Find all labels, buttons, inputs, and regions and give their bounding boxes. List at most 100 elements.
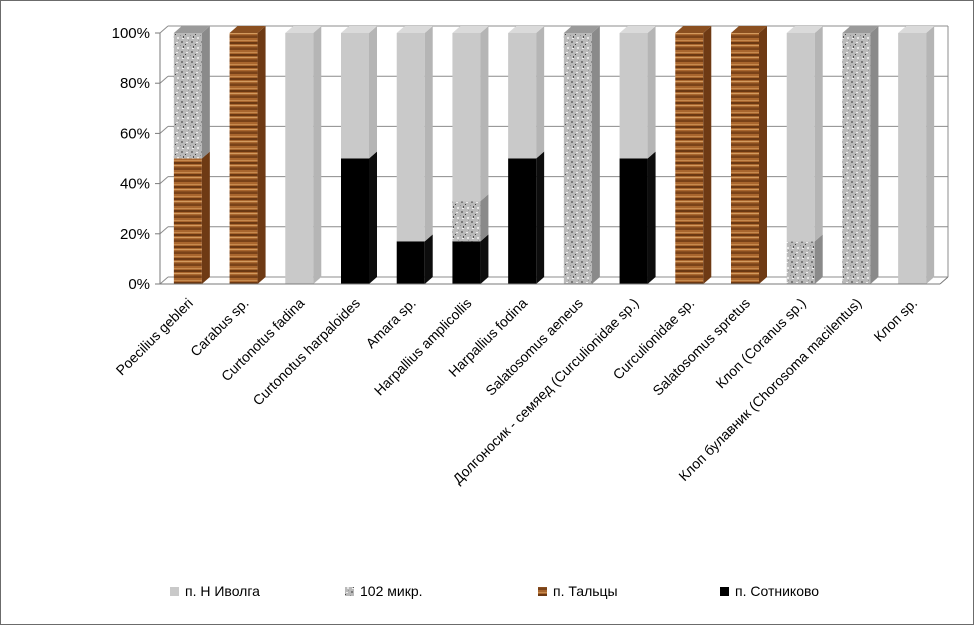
bar-side <box>926 26 935 284</box>
bar-face <box>786 241 815 284</box>
legend-label: п. Сотниково <box>735 583 819 599</box>
bar-segment-п-сотниково <box>396 234 433 284</box>
gridline-diag <box>159 176 169 184</box>
bar-face <box>341 158 369 284</box>
bar-side <box>814 234 823 284</box>
bar-top <box>396 26 433 33</box>
bar-segment-п-н-иволга <box>396 26 433 242</box>
x-tick-label: Poecilius gebleri <box>113 295 196 378</box>
bar-segment-102-микр <box>173 26 210 159</box>
bar-segment-п-н-иволга <box>452 26 489 202</box>
x-tick-label: Salatosomus aeneus <box>482 295 586 399</box>
bar-segment-п-сотниково <box>452 234 489 284</box>
bar-side <box>201 151 210 284</box>
x-tick-label: Amara sp. <box>362 295 418 351</box>
bar-face <box>452 201 481 242</box>
bar-side <box>759 26 767 284</box>
gridline-diag <box>159 25 169 34</box>
legend-swatch <box>720 587 729 596</box>
bar-side <box>814 26 823 242</box>
bar-side <box>424 26 433 242</box>
bar-face <box>786 33 815 242</box>
bar-side <box>536 26 545 159</box>
bar-side <box>536 151 545 284</box>
bar-face <box>452 241 481 284</box>
bar-face <box>675 33 704 284</box>
bar-segment-п-сотниково <box>341 151 377 284</box>
bar-segment-п-н-иволга <box>786 26 823 242</box>
y-tick-label: 0% <box>128 276 150 293</box>
legend-swatch <box>345 587 354 596</box>
bar-face <box>563 33 592 284</box>
x-tick-label: Клоп sp. <box>870 295 920 345</box>
bar-top <box>786 26 823 33</box>
bar-top <box>508 26 545 33</box>
gridline-diag <box>159 75 169 84</box>
bar-face <box>452 33 481 202</box>
bar-top <box>842 26 879 33</box>
bar-top <box>229 26 266 33</box>
legend-item-п-сотниково: п. Сотниково <box>720 583 819 599</box>
bar-segment-п-сотниково <box>619 151 656 284</box>
legend-item-102-микр: 102 микр. <box>345 583 423 599</box>
bar-segment-п-н-иволга <box>508 26 545 159</box>
x-tick-label: Salatosomus spretus <box>649 295 753 399</box>
bar-face <box>619 33 648 159</box>
bar-face <box>285 33 314 284</box>
bar-face <box>229 33 258 284</box>
legend-swatch <box>170 587 179 596</box>
bar-top <box>173 26 210 33</box>
bar-face <box>396 241 425 284</box>
bar-side <box>870 26 879 284</box>
bar-top <box>563 26 600 33</box>
gridline-diag <box>159 226 169 235</box>
bar-segment-102-микр <box>452 194 489 242</box>
bar-top <box>731 26 767 33</box>
legend-swatch <box>538 587 547 596</box>
bar-segment-п-н-иволга <box>341 26 377 159</box>
y-tick-label: 80% <box>120 75 150 92</box>
bar-side <box>480 26 489 202</box>
y-tick-label: 100% <box>112 25 150 42</box>
legend-item-п-н-иволга: п. Н Иволга <box>170 583 260 599</box>
bar-face <box>842 33 871 284</box>
bar-side <box>703 26 712 284</box>
bar-side <box>369 26 377 159</box>
bar-segment-102-микр <box>563 26 600 284</box>
y-tick-label: 20% <box>120 226 150 243</box>
legend-item-п-тальцы: п. Тальцы <box>538 583 618 599</box>
bar-top <box>898 26 935 33</box>
bar-face <box>396 33 425 242</box>
bar-face <box>173 158 202 284</box>
bar-face <box>731 33 759 284</box>
legend-label: 102 микр. <box>360 583 423 599</box>
bar-segment-п-н-иволга <box>898 26 935 284</box>
bar-face <box>341 33 369 159</box>
y-tick-label: 40% <box>120 176 150 193</box>
x-tick-label: Curtonotus harpaloides <box>249 295 363 409</box>
bar-side <box>369 151 377 284</box>
bar-segment-102-микр <box>842 26 879 284</box>
legend-label: п. Н Иволга <box>185 583 260 599</box>
y-tick-label: 60% <box>120 125 150 142</box>
bar-face <box>173 33 202 159</box>
bar-top <box>341 26 377 33</box>
bar-top <box>619 26 656 33</box>
bar-segment-п-тальцы <box>675 26 712 284</box>
bar-side <box>257 26 266 284</box>
bar-top <box>285 26 322 33</box>
bar-segment-п-сотниково <box>508 151 545 284</box>
bar-side <box>647 26 656 159</box>
bar-side <box>201 26 210 159</box>
bar-side <box>647 151 656 284</box>
bar-side <box>313 26 322 284</box>
bar-segment-п-н-иволга <box>619 26 656 159</box>
bar-side <box>591 26 600 284</box>
bar-segment-102-микр <box>786 234 823 284</box>
bar-segment-п-тальцы <box>229 26 266 284</box>
bar-top <box>675 26 712 33</box>
bar-side <box>480 234 489 284</box>
bar-face <box>508 158 537 284</box>
bar-top <box>452 26 489 33</box>
